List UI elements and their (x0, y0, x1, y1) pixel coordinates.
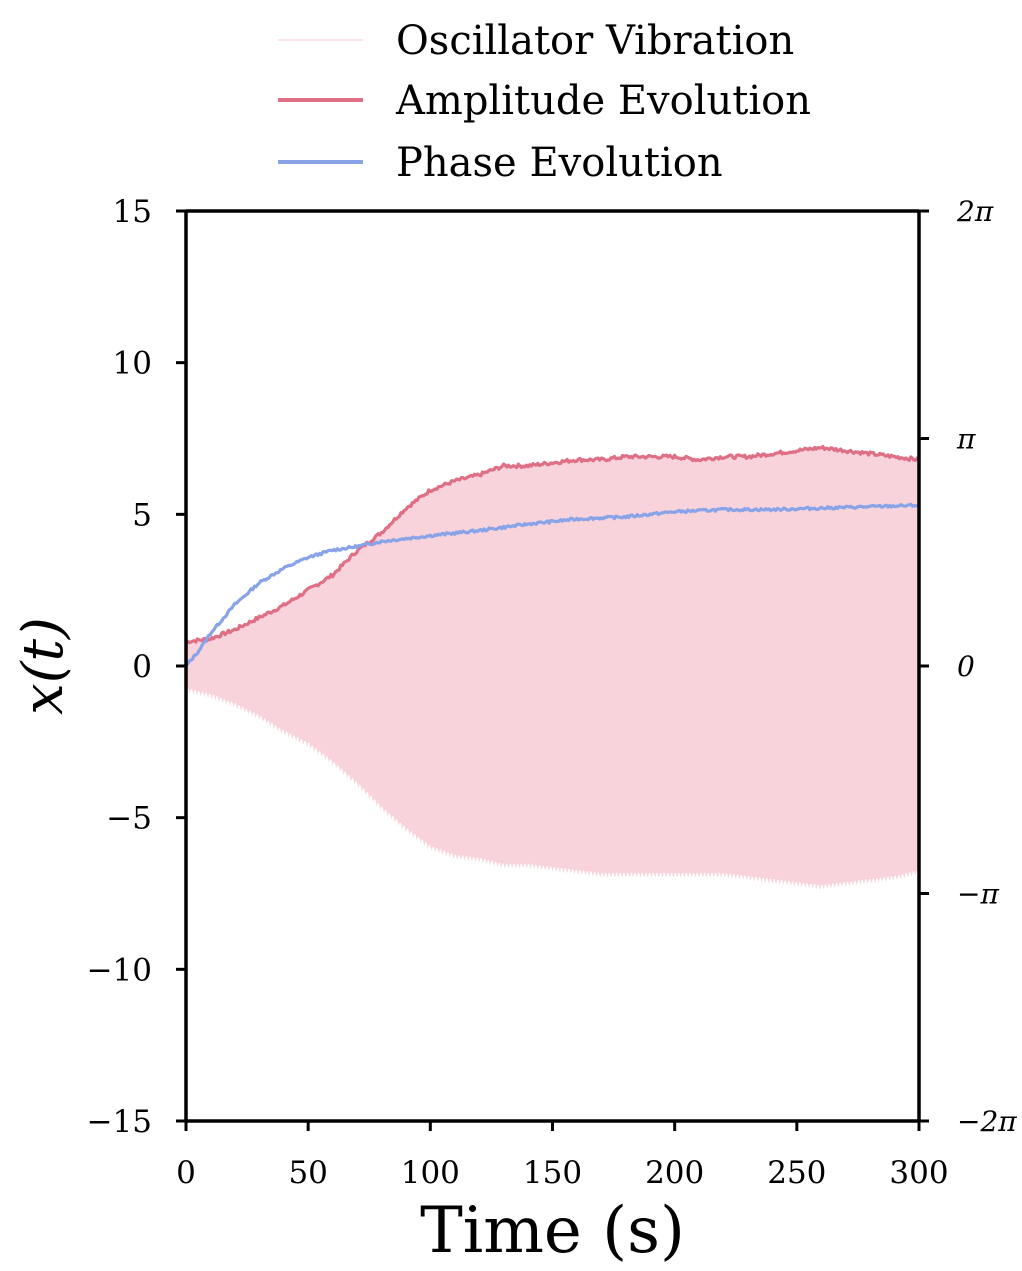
oscillation-fill-layer (186, 445, 919, 890)
y-tick-label: 15 (113, 194, 152, 230)
x-axis-label: Time (s) (420, 1194, 685, 1268)
y2-tick-label: 0 (957, 650, 975, 683)
y-tick-label: 5 (132, 497, 152, 533)
tick-layer: 0 50 100 150 200 250 300 −15 −10 −5 0 5 10 15 −2π −π 0 π 2… (87, 194, 1018, 1191)
y2-tick-label: π (956, 423, 976, 456)
legend: Oscillator Vibration Amplitude Evolution P… (278, 18, 811, 186)
legend-label-amplitude-evolution: Amplitude Evolution (395, 78, 811, 124)
y-tick-label: −10 (87, 952, 152, 988)
legend-label-phase-evolution: Phase Evolution (396, 140, 723, 186)
y-tick-label: −15 (87, 1104, 152, 1140)
x-tick-label: 150 (523, 1155, 582, 1191)
x-tick-label: 0 (176, 1155, 196, 1191)
x-tick-label: 50 (288, 1155, 327, 1191)
y-tick-label: −5 (106, 801, 152, 837)
oscillator-vibration-band (186, 445, 919, 890)
x-tick-label: 100 (401, 1155, 460, 1191)
series-line-layer (184, 444, 921, 667)
phase-evolution-line (184, 502, 920, 667)
y-axis-label: x(t) (11, 617, 76, 715)
y-tick-label: 0 (132, 649, 152, 685)
y2-tick-label: 2π (956, 195, 994, 228)
legend-label-oscillator-vibration: Oscillator Vibration (396, 18, 794, 64)
x-tick-label: 200 (645, 1155, 704, 1191)
y2-tick-label: −π (957, 877, 999, 910)
x-tick-label: 300 (889, 1155, 948, 1191)
x-tick-label: 250 (767, 1155, 826, 1191)
amplitude-evolution-line (185, 444, 921, 645)
y-tick-label: 10 (113, 346, 152, 382)
y2-tick-label: −2π (957, 1105, 1017, 1138)
